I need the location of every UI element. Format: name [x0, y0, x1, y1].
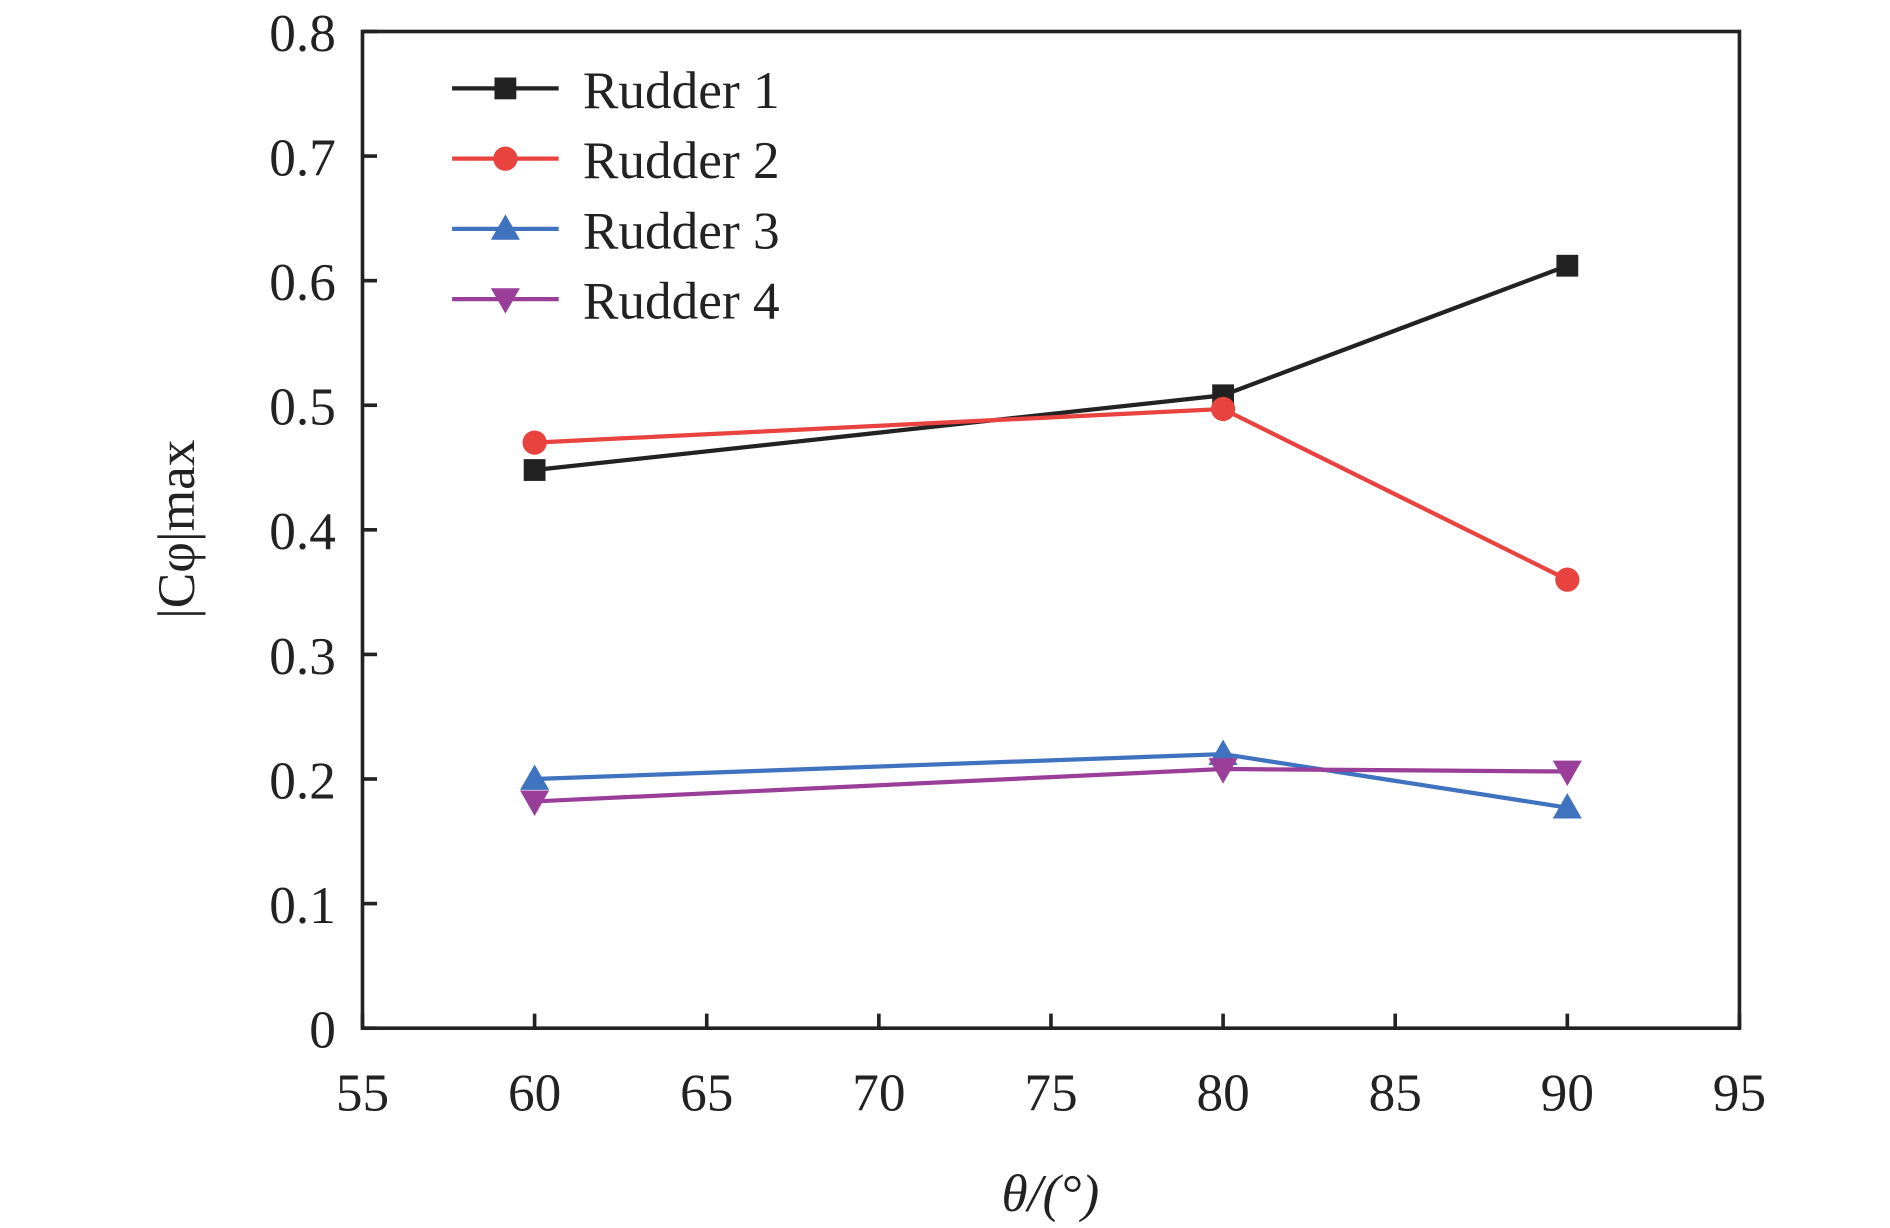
x-tick-label: 55	[336, 1064, 389, 1123]
y-axis-label: |Cφ|max	[147, 440, 206, 619]
x-tick-label: 85	[1369, 1064, 1422, 1123]
legend-marker	[494, 77, 517, 100]
series-line	[534, 751, 1568, 810]
x-tick-label: 60	[508, 1064, 561, 1123]
y-tick-label: 0.2	[269, 751, 336, 810]
data-point	[1555, 567, 1580, 592]
x-tick-label: 75	[1024, 1064, 1077, 1123]
legend-marker	[490, 288, 520, 314]
x-tick-label: 70	[852, 1064, 905, 1123]
legend-label: Rudder 1	[583, 61, 780, 120]
y-tick-label: 0.6	[269, 253, 336, 312]
x-tick-label: 80	[1196, 1064, 1249, 1123]
x-tick-label: 65	[680, 1064, 733, 1123]
y-tick-label: 0.5	[269, 378, 336, 437]
series-2	[522, 396, 1580, 592]
legend-item: Rudder 4	[452, 272, 780, 331]
data-point	[1552, 793, 1582, 819]
legend-item: Rudder 2	[452, 131, 780, 190]
legend-label: Rudder 3	[583, 201, 780, 260]
plot-frame	[360, 29, 1742, 1030]
data-point	[1552, 760, 1582, 787]
y-tick-label: 0.1	[269, 876, 336, 935]
legend-label: Rudder 2	[583, 131, 780, 190]
legend-item: Rudder 1	[452, 61, 780, 120]
data-point	[523, 459, 546, 481]
y-tick-label: 0.8	[269, 4, 336, 63]
legend-marker	[490, 214, 520, 240]
data-point	[1556, 254, 1579, 277]
x-tick-label: 90	[1541, 1064, 1594, 1123]
series-line	[534, 406, 1569, 582]
legend-item: Rudder 3	[452, 201, 780, 260]
x-tick-label: 95	[1713, 1064, 1766, 1123]
y-tick-label: 0.3	[269, 627, 336, 686]
legend-marker	[493, 146, 518, 171]
y-tick-label: 0.7	[269, 128, 336, 187]
legend-label: Rudder 4	[583, 272, 780, 331]
y-tick-label: 0	[309, 1001, 336, 1060]
data-point	[520, 790, 550, 816]
data-point	[520, 764, 550, 790]
y-tick-label: 0.4	[269, 502, 336, 561]
x-axis-label: θ/(°)	[1001, 1164, 1099, 1223]
data-point	[1210, 396, 1236, 422]
data-point	[1208, 758, 1238, 784]
data-point	[522, 430, 547, 455]
series-4	[520, 758, 1582, 816]
